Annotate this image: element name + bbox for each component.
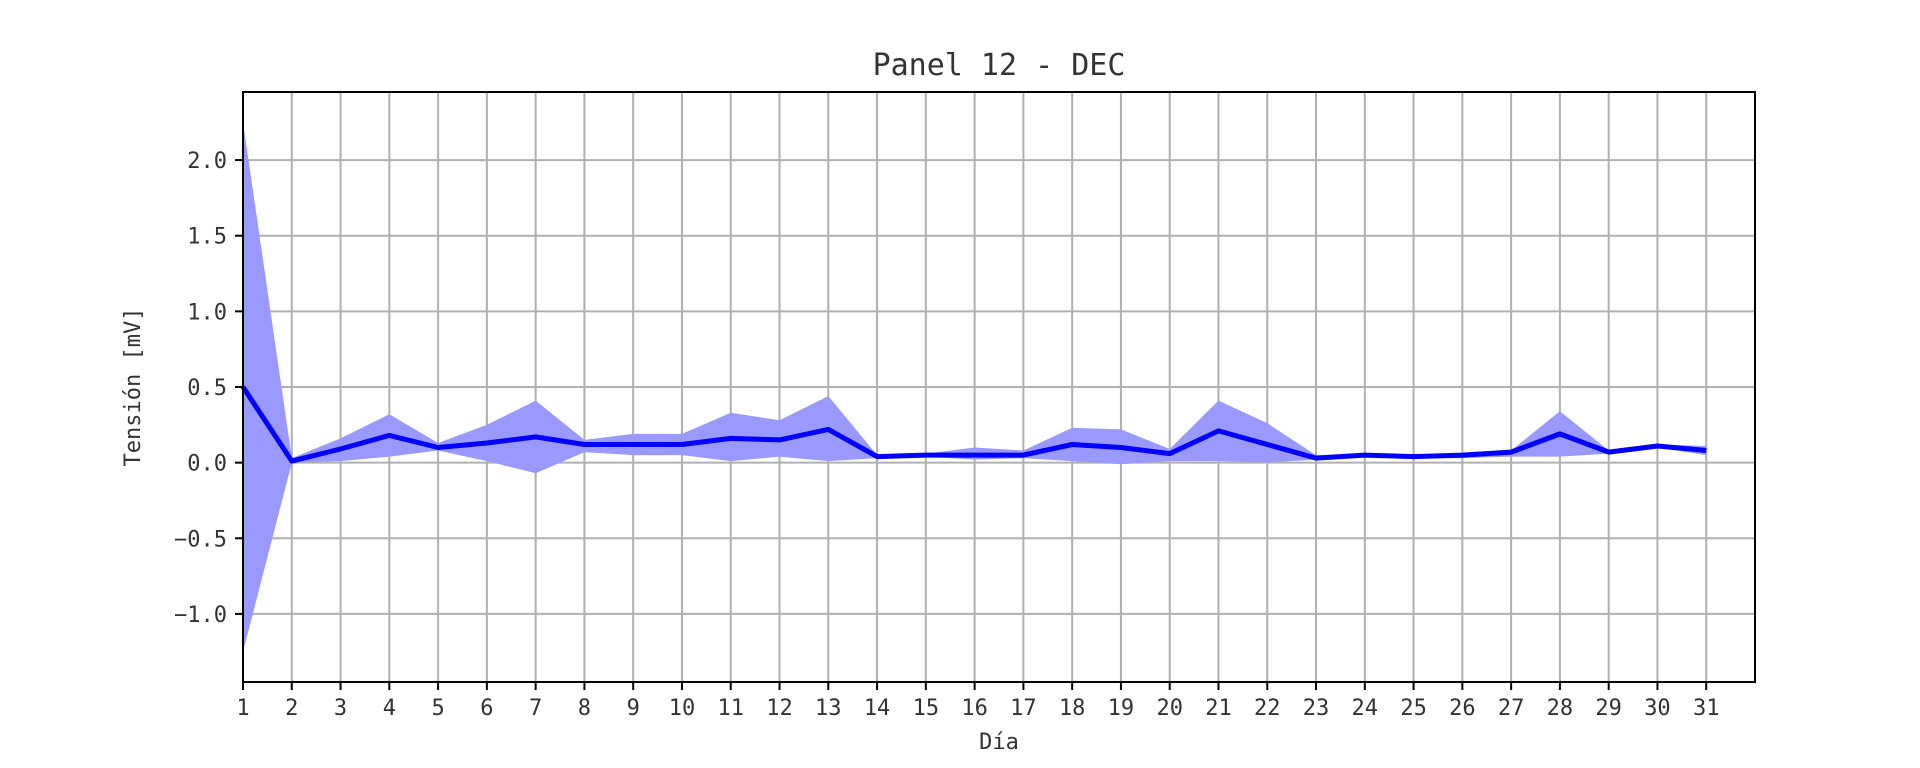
x-axis-label: Día [979, 730, 1019, 755]
x-axis-ticks: 1 2 3 4 5 6 7 8 9 10 11 12 13 14 15 16 17 18 19 20 21 22 23 24 2… [236, 682, 1719, 721]
x-tick-label: 1 [236, 696, 249, 721]
x-tick-label: 3 [334, 696, 347, 721]
chart-title: Panel 12 - DEC [873, 48, 1126, 83]
x-tick-label: 18 [1059, 696, 1086, 721]
y-tick-label: 1.0 [187, 300, 227, 325]
x-tick-label: 5 [431, 696, 444, 721]
x-tick-label: 28 [1547, 696, 1574, 721]
y-tick-label: −1.0 [174, 603, 227, 628]
y-axis-ticks: −1.0 −0.5 0.0 0.5 1.0 1.5 2.0 [174, 149, 243, 628]
series-group [240, 385, 1707, 464]
x-tick-label: 13 [815, 696, 842, 721]
x-tick-label: 11 [717, 696, 744, 721]
x-tick-label: 19 [1108, 696, 1135, 721]
x-tick-label: 7 [529, 696, 542, 721]
x-tick-label: 8 [578, 696, 591, 721]
x-tick-label: 20 [1156, 696, 1183, 721]
x-tick-label: 2 [285, 696, 298, 721]
y-tick-label: 2.0 [187, 149, 227, 174]
x-tick-label: 31 [1693, 696, 1720, 721]
y-tick-label: 1.5 [187, 225, 227, 250]
x-tick-label: 27 [1498, 696, 1525, 721]
y-tick-label: 0.5 [187, 376, 227, 401]
x-tick-label: 16 [961, 696, 988, 721]
x-tick-label: 14 [864, 696, 891, 721]
x-tick-label: 29 [1595, 696, 1622, 721]
x-tick-label: 23 [1303, 696, 1330, 721]
y-tick-label: −0.5 [174, 527, 227, 552]
x-tick-label: 26 [1449, 696, 1476, 721]
x-tick-label: 12 [766, 696, 793, 721]
x-tick-label: 6 [480, 696, 493, 721]
y-tick-label: 0.0 [187, 452, 227, 477]
x-tick-label: 10 [669, 696, 696, 721]
series-line [240, 385, 1707, 464]
x-tick-label: 9 [627, 696, 640, 721]
x-tick-label: 21 [1205, 696, 1232, 721]
x-tick-label: 15 [913, 696, 940, 721]
y-axis-label: Tensión [mV] [121, 308, 146, 467]
x-tick-label: 25 [1400, 696, 1427, 721]
x-tick-label: 24 [1352, 696, 1379, 721]
x-tick-label: 4 [383, 696, 396, 721]
x-tick-label: 30 [1644, 696, 1671, 721]
x-tick-label: 22 [1254, 696, 1281, 721]
grid [242, 92, 1755, 682]
x-tick-label: 17 [1010, 696, 1037, 721]
